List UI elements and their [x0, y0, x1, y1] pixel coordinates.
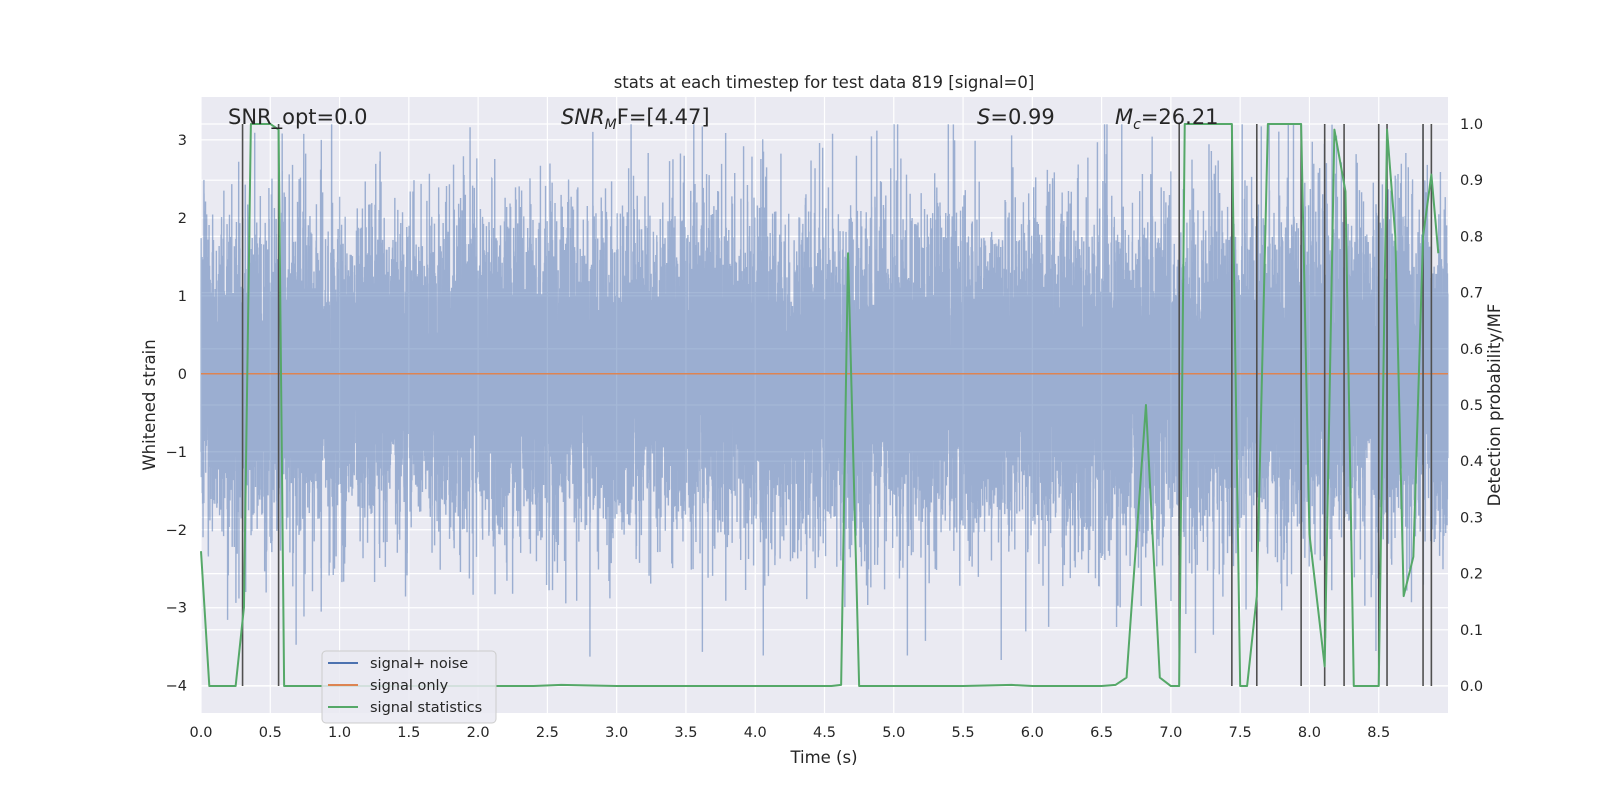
- x-tick-label: 3.0: [605, 725, 628, 741]
- series-signal-noise: [200, 124, 1449, 660]
- y-left-tick-label: −1: [166, 445, 187, 461]
- x-tick-label: 0.5: [259, 725, 282, 741]
- y-right-tick-label: 0.2: [1460, 567, 1483, 583]
- x-tick-label: 7.0: [1159, 725, 1182, 741]
- x-tick-label: 1.0: [328, 725, 351, 741]
- x-axis-label: Time (s): [789, 748, 857, 767]
- x-tick-label: 8.0: [1298, 725, 1321, 741]
- y-left-tick-label: −4: [166, 679, 187, 695]
- annotation-mc-sub: c: [1133, 117, 1141, 133]
- x-tick-label: 0.0: [189, 725, 212, 741]
- signal-noise-line: [200, 124, 1449, 660]
- annotation-s-value: =0.99: [990, 105, 1054, 129]
- annotation-mc-value: =26.21: [1141, 105, 1219, 129]
- legend-label-signal-statistics: signal statistics: [370, 700, 482, 716]
- x-tick-label: 2.0: [467, 725, 490, 741]
- y-right-tick-label: 0.8: [1460, 229, 1483, 245]
- annotation-snr-mf: SNRMF=[4.47]: [561, 105, 710, 133]
- x-tick-label: 4.0: [744, 725, 767, 741]
- y-right-tick-label: 0.6: [1460, 342, 1483, 358]
- annotation-s: S=0.99: [977, 105, 1055, 129]
- axis-ticks: 0.0 0.5 1.0 1.5 2.0 2.5 3.0 3.5 4.0 4.5 5.0 5.5 6.0 6…: [166, 117, 1483, 741]
- signal-statistics-line: [200, 122, 1440, 688]
- chart-title: stats at each timestep for test data 819…: [614, 73, 1035, 92]
- x-tick-label: 3.5: [674, 725, 697, 741]
- annotation-snr-opt: SNR_opt=0.0: [228, 105, 368, 130]
- x-tick-label: 8.5: [1367, 725, 1390, 741]
- legend-box: [321, 650, 497, 724]
- legend: signal+ noise signal only signal statist…: [321, 650, 497, 724]
- y-right-tick-label: 0.3: [1460, 510, 1483, 526]
- y-left-tick-label: −2: [166, 523, 187, 539]
- x-tick-label: 5.5: [952, 725, 975, 741]
- y-right-tick-label: 1.0: [1460, 117, 1483, 133]
- annotation-snr-mf-rest: F=[4.47]: [617, 105, 710, 129]
- x-tick-label: 6.5: [1090, 725, 1113, 741]
- y-left-tick-label: 2: [178, 211, 187, 227]
- y-left-tick-label: 1: [178, 289, 187, 305]
- x-tick-label: 6.0: [1021, 725, 1044, 741]
- annotation-mc: Mc=26.21: [1115, 105, 1219, 133]
- series-signal-statistics: [200, 122, 1440, 688]
- y-left-tick-label: 0: [178, 367, 187, 383]
- x-tick-label: 7.5: [1229, 725, 1252, 741]
- y-right-tick-label: 0.9: [1460, 173, 1483, 189]
- legend-label-signal-only: signal only: [370, 678, 449, 694]
- annotation-snr-mf-symbol: SNR: [561, 105, 605, 129]
- annotation-snr-mf-sub: M: [605, 117, 617, 133]
- x-tick-label: 5.0: [882, 725, 905, 741]
- annotation-s-symbol: S: [977, 105, 990, 129]
- y-axis-label-left: Whitened strain: [140, 339, 159, 470]
- x-tick-label: 4.5: [813, 725, 836, 741]
- y-right-tick-label: 0.0: [1460, 679, 1483, 695]
- y-right-tick-label: 0.5: [1460, 398, 1483, 414]
- y-right-tick-label: 0.4: [1460, 454, 1483, 470]
- y-left-tick-label: −3: [166, 601, 187, 617]
- x-tick-label: 2.5: [536, 725, 559, 741]
- x-tick-label: 1.5: [397, 725, 420, 741]
- y-right-tick-label: 0.7: [1460, 286, 1483, 302]
- y-right-tick-label: 0.1: [1460, 623, 1483, 639]
- y-left-tick-label: 3: [178, 133, 187, 149]
- legend-label-signal-noise: signal+ noise: [370, 656, 468, 672]
- y-axis-label-right: Detection probability/MF: [1485, 304, 1504, 507]
- annotation-mc-symbol: M: [1115, 105, 1133, 129]
